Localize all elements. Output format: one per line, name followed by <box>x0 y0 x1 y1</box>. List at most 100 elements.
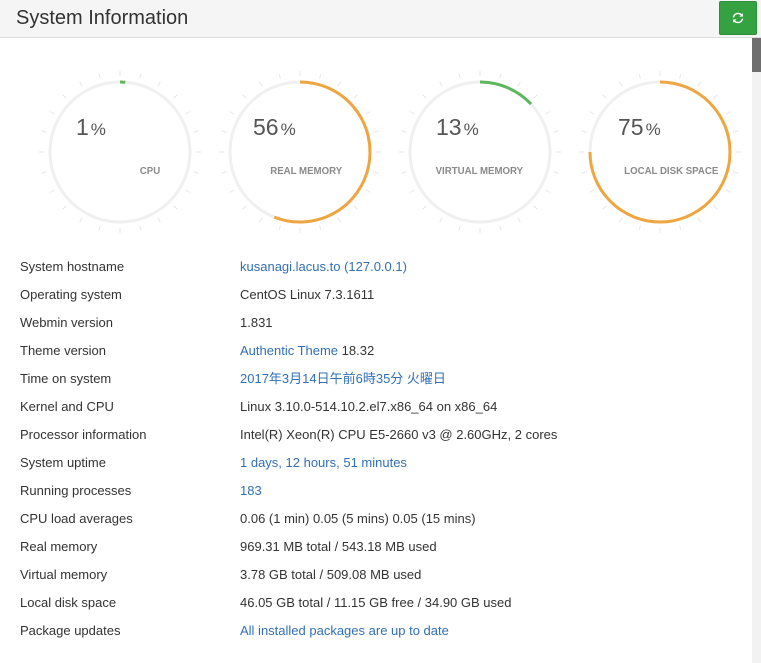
info-value-wrap: Authentic Theme 18.32 <box>240 337 374 365</box>
gauge-tick <box>79 217 83 223</box>
gauge-dial <box>579 71 741 233</box>
info-label: CPU load averages <box>20 511 133 526</box>
gauge-tick <box>619 217 623 223</box>
gauge-value-arc <box>479 80 533 106</box>
gauge-tick <box>49 111 55 115</box>
info-row-os: Operating system CentOS Linux 7.3.1611 <box>20 281 740 309</box>
gauge-tick <box>533 94 538 99</box>
gauge-value: 56 <box>253 114 279 140</box>
info-label: System uptime <box>20 455 106 470</box>
gauge-tick <box>458 73 461 79</box>
info-value: 0.06 (1 min) 0.05 (5 mins) 0.05 (15 mins… <box>240 511 476 526</box>
gauge-unit: % <box>280 120 296 139</box>
gauge-track <box>48 80 192 224</box>
scrollbar-thumb[interactable] <box>752 38 761 72</box>
gauge-value-arc <box>273 80 372 224</box>
gauge-value-arc <box>588 80 732 224</box>
uptime-link[interactable]: 1 days, 12 hours, 51 minutes <box>240 455 407 470</box>
gauge-virtual-memory: 13% VIRTUAL MEMORY <box>388 71 568 233</box>
info-label: Real memory <box>20 539 98 554</box>
gauge-tick <box>409 189 415 193</box>
gauge-tick <box>242 205 247 210</box>
gauge-tick <box>278 73 281 79</box>
gauge-tick <box>319 73 322 79</box>
info-row-kernel: Kernel and CPU Linux 3.10.0-514.10.2.el7… <box>20 393 740 421</box>
info-row-real-memory: Real memory 969.31 MB total / 543.18 MB … <box>20 533 740 561</box>
gauge-tick <box>422 94 427 99</box>
gauge-tick <box>733 130 739 133</box>
gauge-tick <box>697 81 701 87</box>
gauge-tick <box>553 130 559 133</box>
info-row-load: CPU load averages 0.06 (1 min) 0.05 (5 m… <box>20 505 740 533</box>
info-label: Virtual memory <box>20 567 108 582</box>
gauge-unit: % <box>463 120 479 139</box>
gauge-value-wrap: 13% <box>436 113 479 144</box>
gauge-tick <box>602 205 607 210</box>
gauge-tick <box>439 81 443 87</box>
gauge-tick <box>157 217 161 223</box>
gauge-tick <box>62 205 67 210</box>
gauge-label: CPU <box>139 165 160 177</box>
info-label: Theme version <box>20 343 106 358</box>
gauge-tick <box>439 217 443 223</box>
package-updates-link[interactable]: All installed packages are up to date <box>240 623 449 638</box>
gauge-tick <box>517 81 521 87</box>
gauge-tick <box>499 73 502 79</box>
processes-link[interactable]: 183 <box>240 483 262 498</box>
gauge-tick <box>545 111 551 115</box>
info-value: Linux 3.10.0-514.10.2.el7.x86_64 on x86_… <box>240 399 498 414</box>
info-row-packages: Package updates All installed packages a… <box>20 617 740 645</box>
gauge-tick <box>229 111 235 115</box>
gauge-real-memory: 56% REAL MEMORY <box>208 71 388 233</box>
gauge-tick <box>229 189 235 193</box>
refresh-button[interactable] <box>719 1 757 35</box>
gauge-tick <box>139 73 142 79</box>
gauge-tick <box>401 171 407 174</box>
gauge-tick <box>259 217 263 223</box>
gauge-tick <box>173 94 178 99</box>
gauge-value-wrap: 1% <box>76 113 106 144</box>
gauge-tick <box>185 111 191 115</box>
gauge-tick <box>401 130 407 133</box>
info-value: 1.831 <box>240 315 273 330</box>
gauge-tick <box>278 225 281 231</box>
gauge-value: 75 <box>618 114 644 140</box>
info-row-theme-version: Theme version Authentic Theme 18.32 <box>20 337 740 365</box>
gauge-tick <box>353 94 358 99</box>
gauge-tick <box>337 217 341 223</box>
gauge-tick <box>353 205 358 210</box>
gauge-tick <box>679 73 682 79</box>
scrollbar[interactable] <box>752 38 761 663</box>
gauge-tick <box>409 111 415 115</box>
info-label: Local disk space <box>20 595 117 610</box>
gauge-tick <box>193 130 199 133</box>
gauge-value-wrap: 56% <box>253 113 296 144</box>
time-link[interactable]: 2017年3月14日午前6時35分 火曜日 <box>240 371 446 386</box>
theme-link[interactable]: Authentic Theme <box>240 343 339 358</box>
gauge-tick <box>725 189 731 193</box>
gauge-tick <box>193 171 199 174</box>
gauge-tick <box>545 189 551 193</box>
info-label: Operating system <box>20 287 122 302</box>
gauge-tick <box>713 205 718 210</box>
info-row-uptime: System uptime 1 days, 12 hours, 51 minut… <box>20 449 740 477</box>
gauge-tick <box>62 94 67 99</box>
gauge-tick <box>638 73 641 79</box>
info-label: Webmin version <box>20 315 113 330</box>
gauge-tick <box>733 171 739 174</box>
gauge-tick <box>725 111 731 115</box>
hostname-link[interactable]: kusanagi.lacus.to (127.0.0.1) <box>240 259 407 274</box>
gauge-tick <box>458 225 461 231</box>
info-value: 969.31 MB total / 543.18 MB used <box>240 539 437 554</box>
info-row-disk: Local disk space 46.05 GB total / 11.15 … <box>20 589 740 617</box>
gauge-tick <box>499 225 502 231</box>
info-row-hostname: System hostname kusanagi.lacus.to (127.0… <box>20 253 740 281</box>
gauge-tick <box>337 81 341 87</box>
info-row-virtual-memory: Virtual memory 3.78 GB total / 509.08 MB… <box>20 561 740 589</box>
gauge-tick <box>98 225 101 231</box>
gauge-tick <box>139 225 142 231</box>
panel-header: System Information <box>0 0 761 38</box>
panel-title: System Information <box>16 7 189 29</box>
gauge-tick <box>41 171 47 174</box>
gauge-dial <box>39 71 201 233</box>
